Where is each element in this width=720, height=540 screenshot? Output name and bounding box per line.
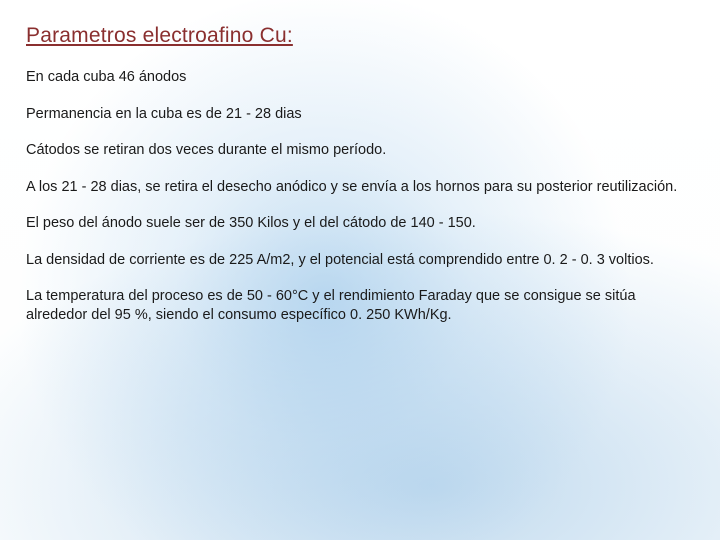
paragraph: A los 21 - 28 dias, se retira el desecho…: [26, 178, 690, 197]
slide-content: Parametros electroafino Cu: En cada cuba…: [0, 0, 720, 366]
paragraph: En cada cuba 46 ánodos: [26, 68, 690, 87]
paragraph: Cátodos se retiran dos veces durante el …: [26, 141, 690, 160]
paragraph: El peso del ánodo suele ser de 350 Kilos…: [26, 214, 690, 233]
paragraph: La temperatura del proceso es de 50 - 60…: [26, 287, 690, 324]
paragraph: Permanencia en la cuba es de 21 - 28 dia…: [26, 105, 690, 124]
paragraph: La densidad de corriente es de 225 A/m2,…: [26, 251, 690, 270]
slide-title: Parametros electroafino Cu:: [26, 24, 690, 48]
